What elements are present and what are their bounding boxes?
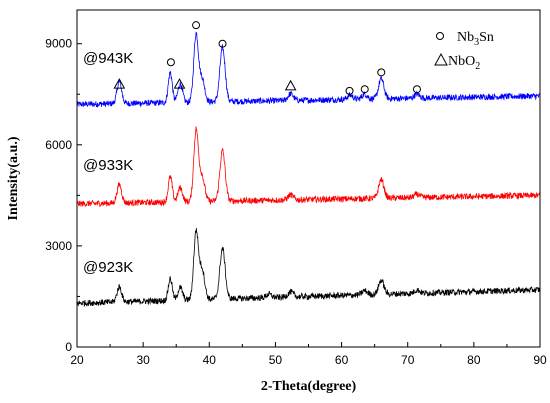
nbo2-peak-marker xyxy=(173,78,186,89)
nb3sn-peak-marker xyxy=(192,21,201,30)
x-tick-label: 30 xyxy=(136,353,150,367)
y-ticks: 0 3000 6000 9000 xyxy=(45,37,82,354)
x-tick-label: 70 xyxy=(401,353,415,367)
legend-entry-nb3sn: Nb3Sn xyxy=(457,30,494,48)
nb3sn-peak-marker xyxy=(218,39,227,48)
x-tick-label: 40 xyxy=(203,353,217,367)
y-tick-label: 6000 xyxy=(45,138,72,152)
y-tick-label: 0 xyxy=(65,340,72,354)
series-label-2: @923K xyxy=(83,259,133,276)
y-tick-label: 9000 xyxy=(45,37,72,51)
x-tick-label: 80 xyxy=(467,353,481,367)
legend-circle-icon xyxy=(436,32,444,40)
x-tick-label: 50 xyxy=(269,353,283,367)
nb3sn-peak-marker xyxy=(345,86,354,95)
y-tick-label: 3000 xyxy=(45,239,72,253)
nb3sn-peak-marker xyxy=(377,68,386,77)
series-labels: @943K @933K @923K xyxy=(83,50,133,276)
y-axis-title: Intensity(a.u.) xyxy=(6,136,21,220)
legend-nb3sn-tail: Sn xyxy=(479,30,494,45)
legend-nbo2-sub: 2 xyxy=(475,61,480,72)
nb3sn-peak-marker xyxy=(360,85,369,94)
legend-triangle-icon xyxy=(434,52,448,66)
legend-nb3sn-main: Nb xyxy=(457,30,474,45)
legend-nbo2-main: NbO xyxy=(448,54,475,69)
legend-entry-nbo2: NbO2 xyxy=(448,54,480,72)
x-axis-title: 2-Theta(degree) xyxy=(261,379,357,394)
nbo2-peak-marker xyxy=(113,78,126,89)
x-ticks: 20 30 40 50 60 70 80 90 xyxy=(70,342,547,367)
nb3sn-peak-marker xyxy=(166,58,175,67)
series-line-2 xyxy=(76,228,541,308)
series-label-0: @943K xyxy=(83,50,133,67)
x-tick-label: 20 xyxy=(70,353,84,367)
series-line-0 xyxy=(76,31,541,108)
series-line-1 xyxy=(76,126,541,207)
series-layer xyxy=(76,31,541,308)
nb3sn-peak-marker xyxy=(412,85,421,94)
nbo2-peak-marker xyxy=(284,79,297,91)
legend: Nb3Sn NbO2 xyxy=(434,30,494,72)
series-label-1: @933K xyxy=(83,157,133,174)
x-tick-label: 60 xyxy=(335,353,349,367)
x-tick-label: 90 xyxy=(533,353,547,367)
legend-nb3sn-sub: 3 xyxy=(474,37,479,48)
marker-layer xyxy=(113,21,421,95)
